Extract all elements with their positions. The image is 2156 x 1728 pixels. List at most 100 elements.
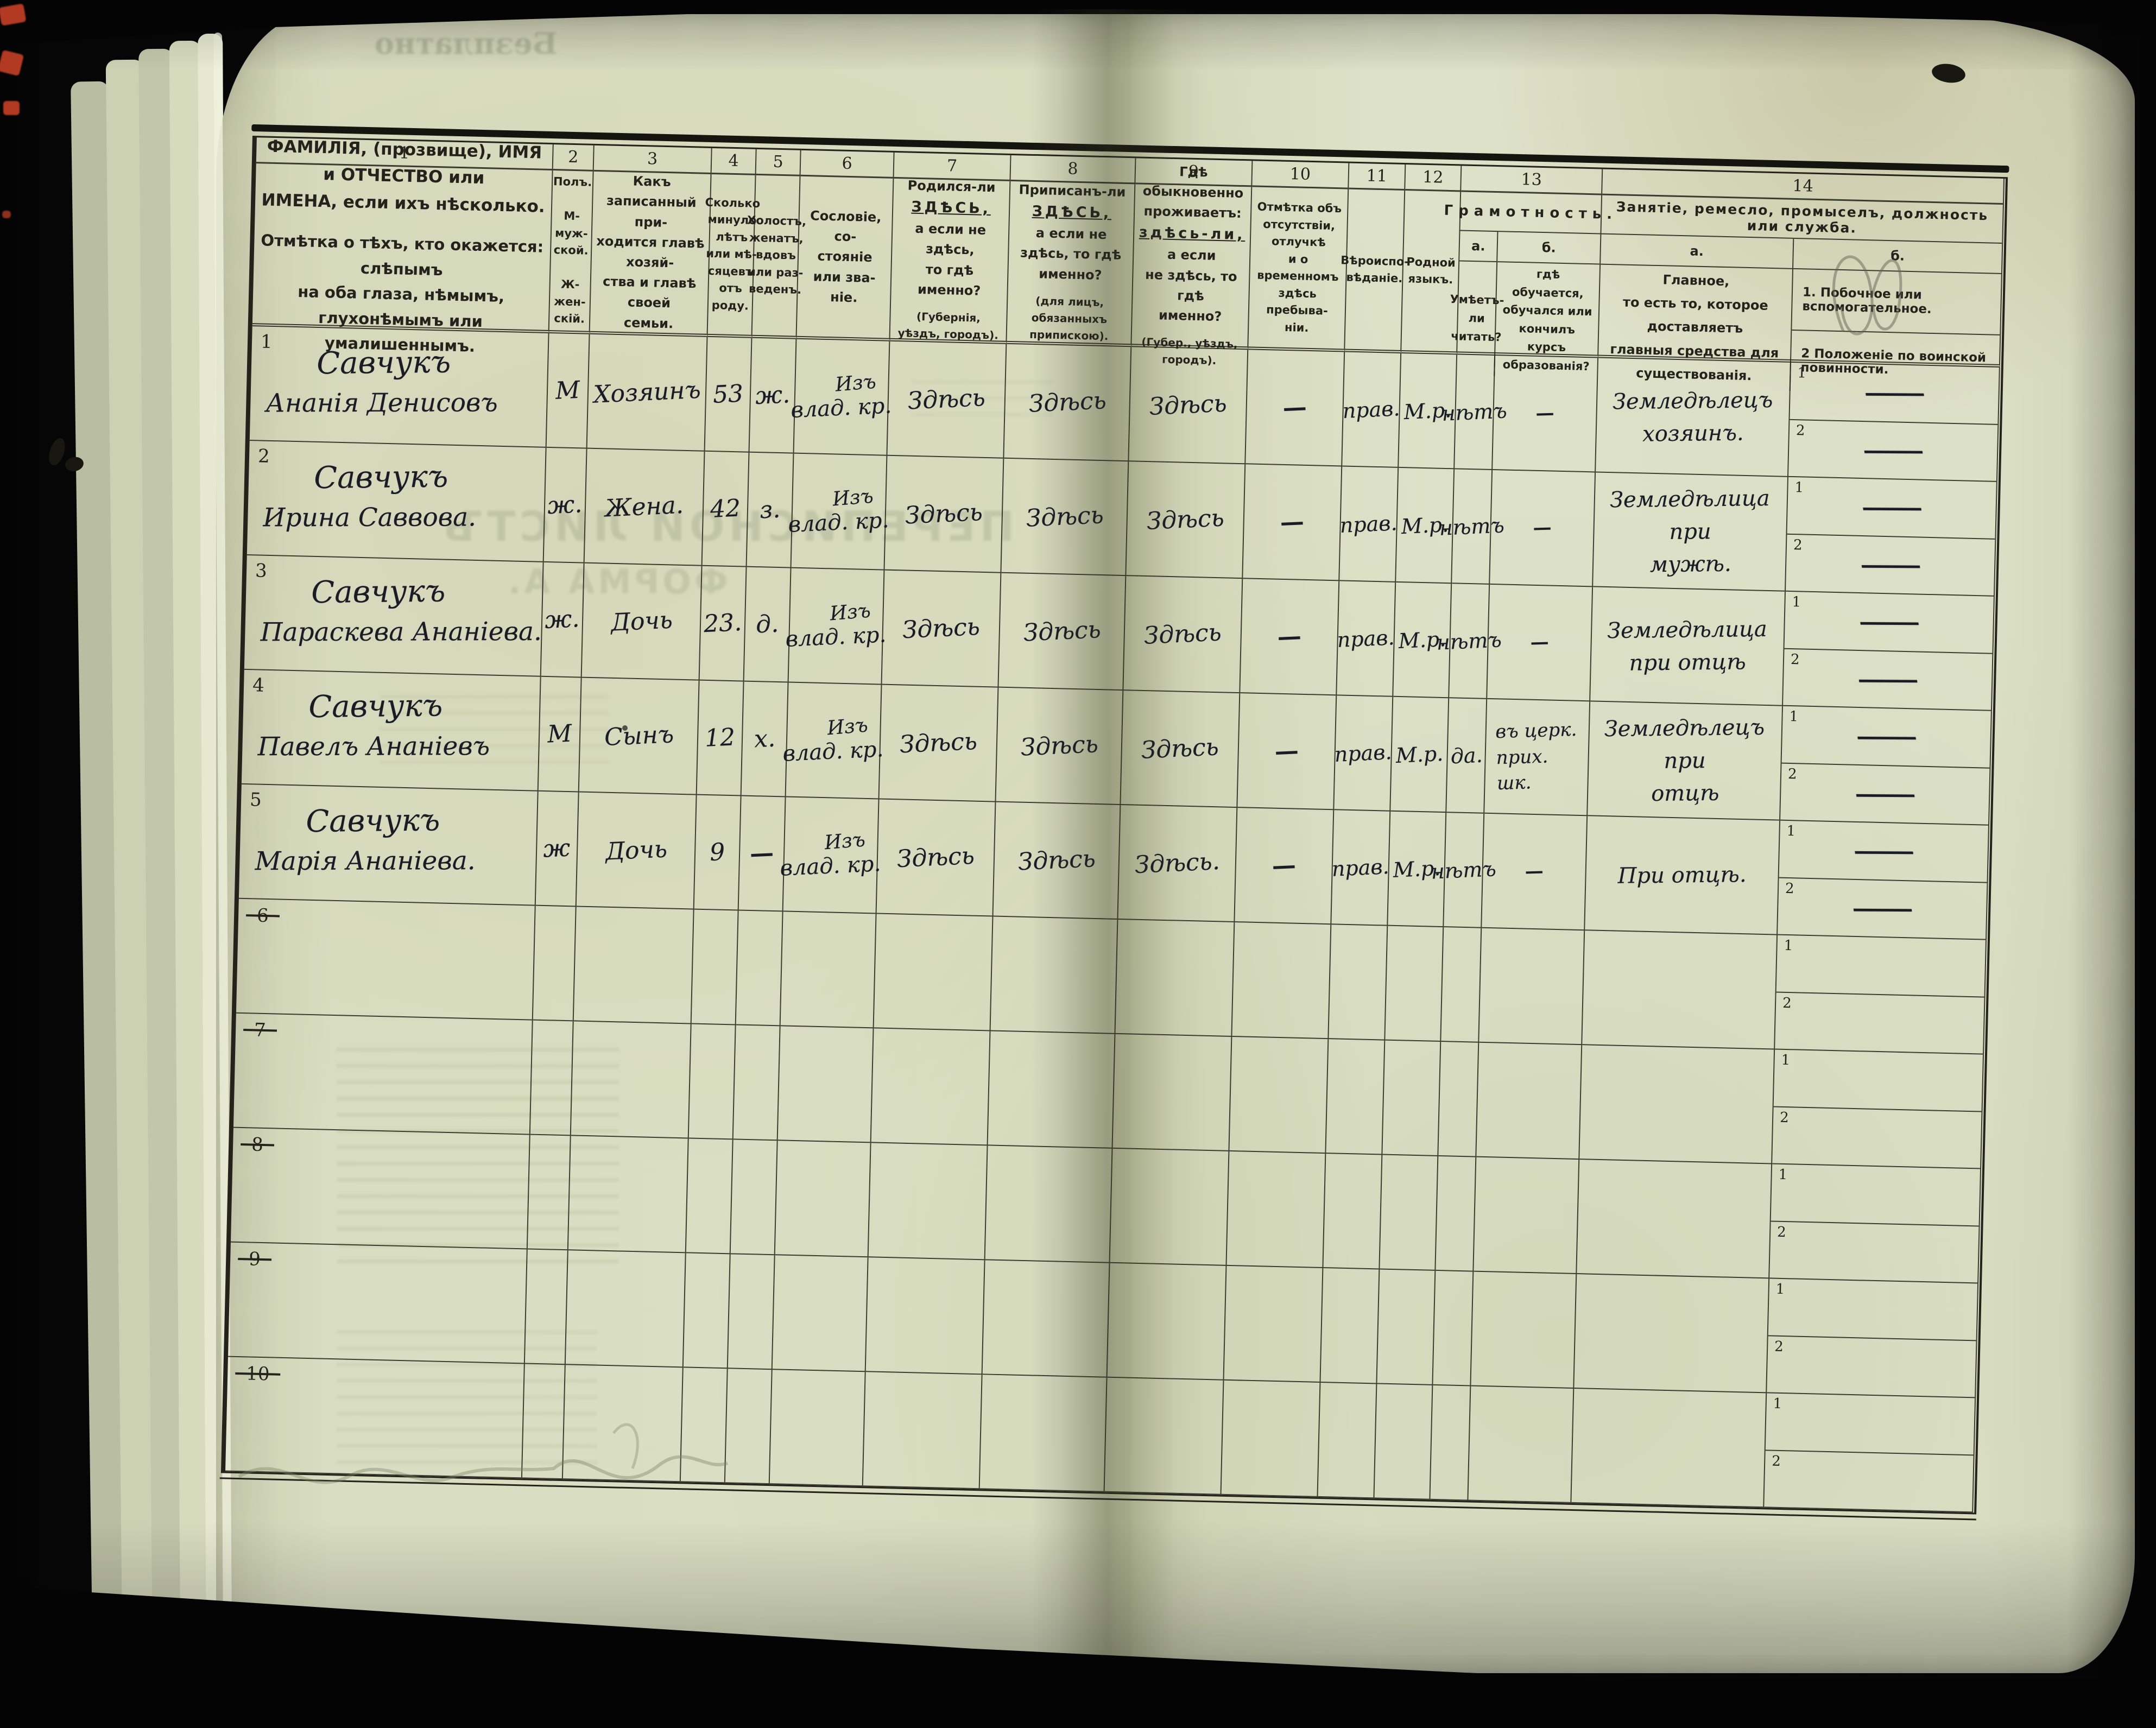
header-registration-body: а если не здѣсь, то гдѣ именно? bbox=[1020, 225, 1122, 283]
ink-speck bbox=[46, 436, 68, 467]
header-literacy-title: Грамотность. bbox=[1444, 192, 1617, 235]
cell-occupation: Земледѣлецъ хозяинъ. bbox=[1596, 358, 1791, 477]
empty-cell bbox=[874, 914, 994, 1031]
cell-name: 10 bbox=[225, 1357, 525, 1479]
cell-name: 4 Савчукъ Павелъ Ананіевъ bbox=[241, 669, 541, 792]
cell-name: 2 Савчукъ Ирина Саввова. bbox=[246, 441, 547, 562]
surname: Савчукъ bbox=[308, 688, 443, 725]
empty-cell bbox=[1385, 926, 1444, 1042]
column-number: 3 bbox=[593, 145, 712, 174]
red-edge-mark bbox=[0, 49, 24, 77]
cell-literacy-where: въ церк. прих. шк. bbox=[1484, 699, 1591, 816]
empty-cell bbox=[1468, 1386, 1575, 1503]
cell-religion: прав. bbox=[1339, 466, 1399, 583]
header-literacy-b-label: б. bbox=[1497, 232, 1601, 265]
cell-sex: ж. bbox=[541, 562, 585, 678]
cell-born: Здѣсь bbox=[884, 455, 1004, 573]
header-relation: Какъ записанный при- ходится главѣ хозяй… bbox=[590, 171, 712, 337]
cell-marital: — bbox=[738, 796, 786, 912]
empty-cell bbox=[863, 1372, 983, 1490]
surname: Савчукъ bbox=[311, 573, 446, 611]
header-sex: Полъ. М-муж- ской. Ж-жен- скій. bbox=[549, 170, 594, 334]
cell-occupation: Земледѣлица при мужѣ. bbox=[1593, 472, 1788, 592]
empty-cell bbox=[733, 1025, 781, 1141]
cell-absence: — bbox=[1243, 464, 1343, 581]
cell-marital: д. bbox=[744, 567, 792, 683]
cell-registered: Здѣсь bbox=[998, 573, 1127, 691]
empty-cell bbox=[1326, 1039, 1386, 1155]
cell-absence: — bbox=[1240, 579, 1340, 696]
empty-cell bbox=[1441, 927, 1482, 1043]
cell-literacy-read: нѣтъ bbox=[1431, 813, 1497, 928]
cell-sex: М bbox=[538, 676, 582, 793]
header-birthplace: Родился-ли ЗДѢСЬ, а если не здѣсь, то гд… bbox=[890, 178, 1011, 344]
empty-cell bbox=[871, 1028, 991, 1146]
empty-cell bbox=[524, 1249, 568, 1365]
row-number: 1 bbox=[260, 331, 273, 353]
empty-cell bbox=[1438, 1042, 1480, 1157]
cell-born: Здѣсь bbox=[879, 685, 999, 802]
cell-relation: Дочь bbox=[581, 563, 703, 681]
empty-cell bbox=[1574, 1274, 1770, 1394]
sub-row-label: 2 bbox=[1782, 995, 1792, 1011]
empty-cell bbox=[1380, 1155, 1439, 1271]
empty-cell bbox=[772, 1255, 869, 1372]
empty-cell bbox=[1115, 919, 1235, 1037]
empty-cell bbox=[1382, 1040, 1441, 1156]
sub-row-label: 2 bbox=[1793, 536, 1803, 553]
sub-row-label: 2 bbox=[1771, 1453, 1781, 1470]
cell-side-occupation: 1 2 bbox=[1772, 1049, 1984, 1169]
empty-cell bbox=[691, 909, 739, 1026]
cell-estate: Изъ влад. кр. bbox=[782, 682, 884, 800]
empty-cell bbox=[573, 907, 694, 1024]
sub-row-label: 2 bbox=[1785, 880, 1795, 897]
surname: Савчукъ bbox=[313, 459, 448, 496]
cell-sex: ж bbox=[535, 791, 579, 907]
given-name: Ирина Саввова. bbox=[263, 502, 477, 533]
empty-cell bbox=[988, 1031, 1116, 1149]
cell-literacy-where: — bbox=[1487, 584, 1594, 702]
empty-cell bbox=[1471, 1271, 1577, 1389]
cell-relation: Сынъ bbox=[579, 678, 700, 795]
empty-cell bbox=[522, 1364, 566, 1480]
sub-row-label: 2 bbox=[1776, 1224, 1787, 1240]
header-occupation-b-label: б. bbox=[1793, 238, 2002, 274]
ink-speck bbox=[622, 725, 628, 731]
header-literacy: Грамотность. а. Умѣетъ- ли читать? б. гд… bbox=[1444, 192, 1617, 376]
row-number: 2 bbox=[257, 445, 270, 467]
cell-marital: х. bbox=[741, 681, 789, 797]
empty-cell bbox=[1110, 1148, 1230, 1266]
cell-registered: Здѣсь bbox=[1001, 458, 1129, 577]
empty-cell bbox=[736, 910, 783, 1027]
empty-cell bbox=[527, 1135, 571, 1251]
cell-literacy-read: да. bbox=[1446, 698, 1488, 814]
cell-age: 23. bbox=[699, 566, 747, 682]
cell-estate: Изъ влад. кр. bbox=[791, 339, 892, 456]
red-edge-mark bbox=[3, 101, 20, 115]
red-edge-mark bbox=[0, 3, 27, 26]
cell-marital: з. bbox=[747, 452, 794, 568]
header-marital: Холостъ, женатъ, вдовъ или раз- веденъ. bbox=[747, 175, 806, 339]
cell-absence: — bbox=[1245, 350, 1345, 467]
cell-side-occupation: 1 2 bbox=[1769, 1164, 1982, 1284]
cell-literacy-read: нѣтъ bbox=[1439, 469, 1505, 585]
sub-row-label: 1 bbox=[1792, 594, 1801, 611]
cell-language: М.р. bbox=[1390, 697, 1450, 813]
given-name: Павелъ Ананіевъ bbox=[257, 731, 490, 762]
empty-cell bbox=[1571, 1388, 1767, 1508]
cell-religion: прав. bbox=[1337, 581, 1396, 697]
cell-name: 6 bbox=[236, 898, 536, 1021]
row-number-struck: 9 bbox=[237, 1248, 272, 1271]
cell-age: 53 bbox=[705, 337, 753, 453]
empty-cell bbox=[730, 1140, 778, 1256]
empty-cell bbox=[1224, 1265, 1324, 1383]
cell-name: 5 Савчукъ Марія Ананіева. bbox=[238, 784, 539, 906]
empty-cell bbox=[769, 1370, 866, 1487]
empty-cell bbox=[979, 1375, 1108, 1492]
empty-cell bbox=[533, 906, 577, 1022]
empty-cell bbox=[688, 1024, 736, 1140]
sub-row-label: 1 bbox=[1797, 365, 1807, 382]
header-residence-body: а если не здѣсь, то гдѣ именно? bbox=[1145, 247, 1237, 325]
empty-cell bbox=[1433, 1270, 1474, 1387]
